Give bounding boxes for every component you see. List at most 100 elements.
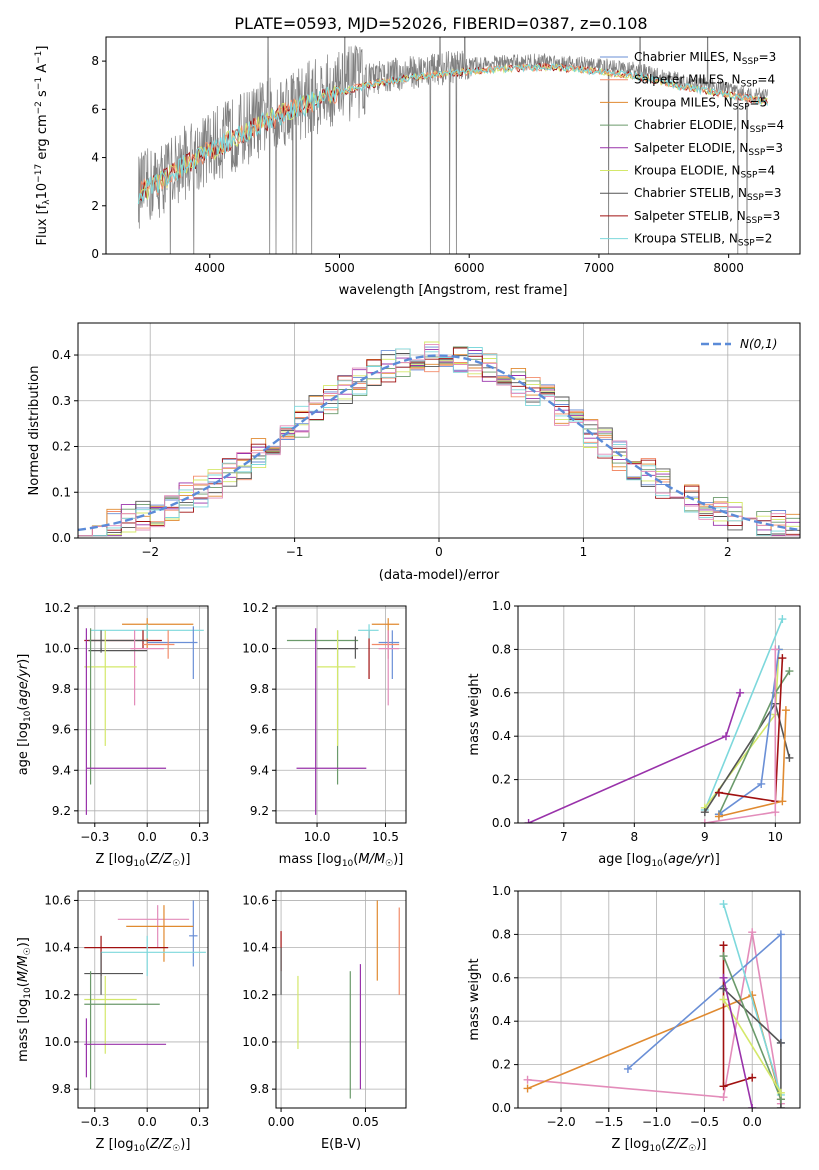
- legend-label-sub: SSP: [742, 57, 759, 67]
- x-tick-label: −2.0: [546, 1115, 575, 1129]
- y-tick-label: 9.2: [52, 804, 71, 818]
- y-tick-label: 0.2: [52, 440, 71, 454]
- errorbar-point: [84, 630, 162, 649]
- y-tick-label: 10.6: [44, 893, 71, 907]
- x-tick-label: 8: [631, 830, 639, 844]
- x-tick-label: 0.05: [352, 1115, 379, 1129]
- y-tick-label: 10.0: [44, 1035, 71, 1049]
- y-tick-label: 0.6: [492, 686, 511, 700]
- legend-label: Kroupa ELODIE, NSSP=4: [634, 164, 775, 181]
- axes-frame: [517, 890, 801, 1109]
- y-axis-label: age [log10(age/yr)]: [16, 654, 33, 776]
- errorbar-point: [358, 624, 379, 639]
- errorbar-point: [147, 626, 198, 680]
- legend-label: Salpeter MILES, NSSP=4: [634, 73, 775, 90]
- y-tick-label: 10.2: [44, 988, 71, 1002]
- x-tick-label: 6000: [454, 261, 485, 275]
- x-axis-label: wavelength [Angstrom, rest frame]: [339, 283, 568, 298]
- legend-label-name: Salpeter STELIB, N: [634, 209, 746, 223]
- y-axis-label: mass weight: [467, 958, 482, 1040]
- weight-marker: [719, 900, 728, 909]
- legend-label-name: Kroupa MILES, N: [634, 95, 733, 109]
- y-tick-label: 6: [91, 102, 99, 116]
- weight-series: [719, 973, 757, 1108]
- legend-label-name: Salpeter ELODIE, N: [634, 141, 748, 155]
- errorbar-point: [84, 630, 137, 746]
- weight-marker: [771, 645, 780, 654]
- weight-marker: [757, 779, 766, 788]
- weight-marker: [719, 941, 728, 950]
- y-tick-label: 10.0: [44, 642, 71, 656]
- legend-label-sub: SSP: [741, 80, 758, 90]
- legend-label-tail: =3: [765, 141, 783, 155]
- weight-marker: [748, 928, 757, 937]
- y-tick-label: 9.2: [250, 804, 269, 818]
- weight-marker: [781, 706, 790, 715]
- y-tick-label: 0.4: [492, 729, 511, 743]
- y-tick-label: 10.2: [242, 601, 269, 615]
- weight-series: [719, 995, 785, 1097]
- x-tick-label: 4000: [195, 261, 226, 275]
- y-tick-label: 10.0: [242, 1035, 269, 1049]
- weight-marker: [771, 808, 780, 817]
- plots-layer: 4000 5000 6000 7000 8000 0 2 4 6 8 wavelength [Ang…: [16, 36, 801, 1154]
- weight-marker: [719, 973, 728, 982]
- legend-label: Chabrier MILES, NSSP=3: [634, 50, 776, 67]
- y-tick-label: 10.4: [44, 941, 71, 955]
- x-tick-label: 8000: [713, 261, 744, 275]
- legend-label-tail: =4: [757, 164, 775, 178]
- x-tick-label: 0.00: [268, 1115, 295, 1129]
- errorbar-point: [130, 630, 164, 706]
- weight-marker: [778, 797, 787, 806]
- weight-marker: [719, 952, 728, 961]
- legend-label: Salpeter ELODIE, NSSP=3: [634, 141, 783, 158]
- weight-marker: [785, 753, 794, 762]
- axes-frame: [275, 605, 407, 824]
- spectrum-model-line: [137, 63, 769, 204]
- plot-weight_vs_Z: −2.0 −1.5 −1.0 −0.5 0.0 0.0 0.2 0.4 0.6 0.8 1.0 Z […: [467, 884, 801, 1154]
- x-tick-label: −2: [141, 545, 159, 559]
- y-tick-label: 0: [91, 247, 99, 261]
- histogram-series: [78, 343, 800, 537]
- y-tick-label: 9.4: [250, 763, 269, 777]
- errorbar-point: [378, 630, 400, 680]
- legend-label-tail: =3: [764, 186, 782, 200]
- weight-series: [523, 991, 785, 1104]
- y-tick-label: 9.4: [52, 763, 71, 777]
- y-tick-label: 0.2: [492, 773, 511, 787]
- legend-label: Kroupa MILES, NSSP=5: [634, 95, 767, 112]
- x-tick-label: 1: [580, 545, 588, 559]
- x-axis-label: (data-model)/error: [379, 568, 500, 583]
- x-axis-label: Z [log10(Z/Z☉)]: [96, 1137, 191, 1154]
- y-tick-label: 9.8: [52, 1082, 71, 1096]
- weight-marker: [785, 667, 794, 676]
- legend-label-sub: SSP: [738, 239, 755, 249]
- plot-residuals: −2 −1 0 1 2 0.0 0.1 0.2 0.3 0.4 (data-model)/error…: [27, 322, 801, 583]
- y-tick-label: 9.6: [250, 723, 269, 737]
- x-axis-label: mass [log10(M/M☉)]: [279, 852, 404, 869]
- y-tick-label: 9.6: [52, 723, 71, 737]
- y-tick-label: 0.0: [492, 1101, 511, 1115]
- plot-mass_vs_Z: −0.3 0.0 0.3 9.8 10.0 10.2 10.4 10.6 Z [log10(Z/…: [16, 890, 209, 1154]
- legend-label-name: Chabrier MILES, N: [634, 50, 742, 64]
- plot-spectrum: 4000 5000 6000 7000 8000 0 2 4 6 8 wavelength [Ang…: [34, 36, 801, 298]
- legend-label-tail: =4: [757, 73, 775, 87]
- y-axis-label: mass weight: [467, 673, 482, 755]
- errorbar-point: [143, 630, 175, 659]
- axes-frame: [77, 322, 801, 539]
- plot-age_vs_mass: 10.0 10.5 9.2 9.4 9.6 9.8 10.0 10.2 mass [log10(…: [242, 601, 407, 869]
- x-axis-label: age [log10(age/yr)]: [598, 852, 720, 869]
- x-tick-label: 0.3: [190, 830, 209, 844]
- plot-mass_vs_EBV: 0.00 0.05 9.8 10.0 10.2 10.4 10.6 E(B-V): [242, 890, 407, 1152]
- legend-label-tail: =2: [755, 232, 773, 246]
- legend-label-sub: SSP: [750, 125, 767, 135]
- y-tick-label: 10.2: [44, 601, 71, 615]
- x-tick-label: 10: [768, 830, 783, 844]
- weight-line: [722, 999, 782, 1094]
- legend-label-name: Salpeter MILES, N: [634, 73, 741, 87]
- x-tick-label: 0.0: [138, 830, 157, 844]
- y-tick-label: 9.8: [250, 1082, 269, 1096]
- legend-label: Salpeter STELIB, NSSP=3: [634, 209, 780, 226]
- plot-weight_vs_age: 7 8 9 10 0.0 0.2 0.4 0.6 0.8 1.0 age [log10(age/yr…: [467, 599, 801, 869]
